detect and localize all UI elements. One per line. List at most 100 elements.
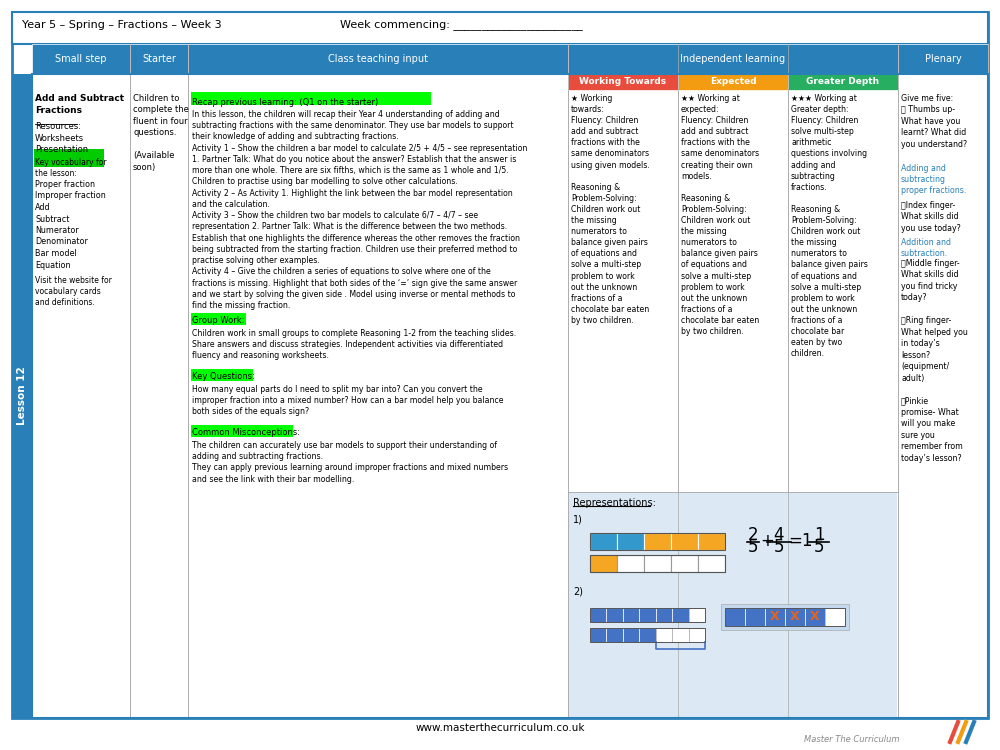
Bar xyxy=(188,74,568,718)
Bar xyxy=(12,12,988,44)
Bar xyxy=(805,608,825,626)
Bar xyxy=(568,74,678,718)
Text: Year 5 – Spring – Fractions – Week 3: Year 5 – Spring – Fractions – Week 3 xyxy=(22,20,222,30)
Text: Visit the website for
vocabulary cards
and definitions.: Visit the website for vocabulary cards a… xyxy=(35,276,112,308)
Bar xyxy=(788,74,898,718)
Bar xyxy=(788,74,898,90)
Text: 1: 1 xyxy=(814,526,824,544)
Text: Equation: Equation xyxy=(35,260,70,269)
Text: Greater Depth: Greater Depth xyxy=(806,77,880,86)
Bar xyxy=(32,74,130,718)
Text: =1: =1 xyxy=(789,532,813,550)
Text: Denominator: Denominator xyxy=(35,238,88,247)
Bar xyxy=(678,74,788,90)
Text: The children can accurately use bar models to support their understanding of
add: The children can accurately use bar mode… xyxy=(192,441,508,484)
Text: How many equal parts do I need to split my bar into? Can you convert the
imprope: How many equal parts do I need to split … xyxy=(192,385,504,416)
Text: Add: Add xyxy=(35,203,51,212)
Bar xyxy=(12,74,32,718)
Text: Improper fraction: Improper fraction xyxy=(35,191,106,200)
Text: Group Work:: Group Work: xyxy=(192,316,244,325)
Bar xyxy=(644,555,671,572)
Bar xyxy=(678,74,788,718)
Bar xyxy=(639,608,656,622)
Bar xyxy=(725,608,845,626)
Text: In this lesson, the children will recap their Year 4 understanding of adding and: In this lesson, the children will recap … xyxy=(192,110,527,310)
Bar xyxy=(671,555,698,572)
Bar xyxy=(689,628,705,642)
Bar xyxy=(698,555,725,572)
Text: X: X xyxy=(810,610,820,623)
Text: Key Questions:: Key Questions: xyxy=(192,372,255,381)
Bar xyxy=(785,608,805,626)
Text: 5: 5 xyxy=(814,538,824,556)
Bar xyxy=(898,44,988,74)
Text: Plenary: Plenary xyxy=(925,54,961,64)
Bar xyxy=(568,44,898,74)
Text: Expected: Expected xyxy=(710,77,756,86)
Bar xyxy=(606,628,623,642)
Text: X: X xyxy=(790,610,800,623)
Text: 4: 4 xyxy=(774,526,784,544)
Bar xyxy=(590,533,725,550)
Bar xyxy=(590,628,705,642)
Bar xyxy=(590,608,705,622)
Bar xyxy=(623,628,639,642)
Bar xyxy=(617,555,644,572)
Text: Children to
complete the
fluent in four
questions.

(Available
soon): Children to complete the fluent in four … xyxy=(133,94,189,172)
Bar xyxy=(590,555,725,572)
Bar xyxy=(590,555,617,572)
Text: ★★ Working at
expected:
Fluency: Children
add and subtract
fractions with the
sa: ★★ Working at expected: Fluency: Childre… xyxy=(681,94,759,336)
Bar xyxy=(130,74,188,718)
Text: Key vocabulary for
the lesson:: Key vocabulary for the lesson: xyxy=(35,158,107,178)
Text: Adding and
subtracting
proper fractions.: Adding and subtracting proper fractions. xyxy=(901,164,966,195)
Text: X: X xyxy=(770,610,780,623)
Text: Bar model: Bar model xyxy=(35,249,77,258)
Text: Starter: Starter xyxy=(142,54,176,64)
Text: Master The Curriculum: Master The Curriculum xyxy=(804,736,900,745)
Text: Common Misconceptions:: Common Misconceptions: xyxy=(192,428,300,437)
Bar xyxy=(130,44,188,74)
Text: 5: 5 xyxy=(748,538,758,556)
Bar xyxy=(656,628,672,642)
Text: 2): 2) xyxy=(573,586,583,596)
Bar xyxy=(672,628,689,642)
Bar xyxy=(644,533,671,550)
Text: ★★★ Working at
Greater depth:
Fluency: Children
solve multi-step
arithmetic
ques: ★★★ Working at Greater depth: Fluency: C… xyxy=(791,94,868,358)
Bar xyxy=(191,313,246,325)
Bar xyxy=(188,44,568,74)
Text: Subtract: Subtract xyxy=(35,214,69,223)
Bar xyxy=(191,369,253,381)
Text: 👆Middle finger-
What skills did
you find tricky
today?

💍Ring finger-
What helpe: 👆Middle finger- What skills did you find… xyxy=(901,259,968,463)
Bar xyxy=(698,533,725,550)
Text: Lesson 12: Lesson 12 xyxy=(17,367,27,425)
Bar xyxy=(656,608,672,622)
Bar xyxy=(765,608,785,626)
Text: Resources:: Resources: xyxy=(35,122,81,131)
Bar xyxy=(898,74,988,718)
Text: Class teaching input: Class teaching input xyxy=(328,54,428,64)
Bar xyxy=(32,44,130,74)
Text: Working Towards: Working Towards xyxy=(579,77,667,86)
Text: Children work in small groups to complete Reasoning 1-2 from the teaching slides: Children work in small groups to complet… xyxy=(192,329,516,361)
Bar xyxy=(569,492,897,717)
Text: ★ Working
towards:
Fluency: Children
add and subtract
fractions with the
same de: ★ Working towards: Fluency: Children add… xyxy=(571,94,650,325)
Text: Add and Subtract
Fractions: Add and Subtract Fractions xyxy=(35,94,124,115)
Text: 👆Index finger-
What skills did
you use today?: 👆Index finger- What skills did you use t… xyxy=(901,201,961,233)
Bar xyxy=(639,628,656,642)
Text: Addition and
subtraction.: Addition and subtraction. xyxy=(901,238,951,258)
Text: Numerator: Numerator xyxy=(35,226,79,235)
Bar xyxy=(745,608,765,626)
Bar xyxy=(191,92,431,105)
Text: 2: 2 xyxy=(748,526,758,544)
Bar xyxy=(590,628,606,642)
Bar xyxy=(623,608,639,622)
Text: Small step: Small step xyxy=(55,54,107,64)
Text: Worksheets
Presentation: Worksheets Presentation xyxy=(35,134,88,154)
Bar xyxy=(721,604,849,630)
Text: Representations:: Representations: xyxy=(573,498,656,508)
Text: 1): 1) xyxy=(573,514,583,524)
Bar xyxy=(590,533,617,550)
Text: Proper fraction: Proper fraction xyxy=(35,180,95,189)
Text: Give me five:
👍 Thumbs up-
What have you
learnt? What did
you understand?: Give me five: 👍 Thumbs up- What have you… xyxy=(901,94,967,148)
Bar xyxy=(671,533,698,550)
